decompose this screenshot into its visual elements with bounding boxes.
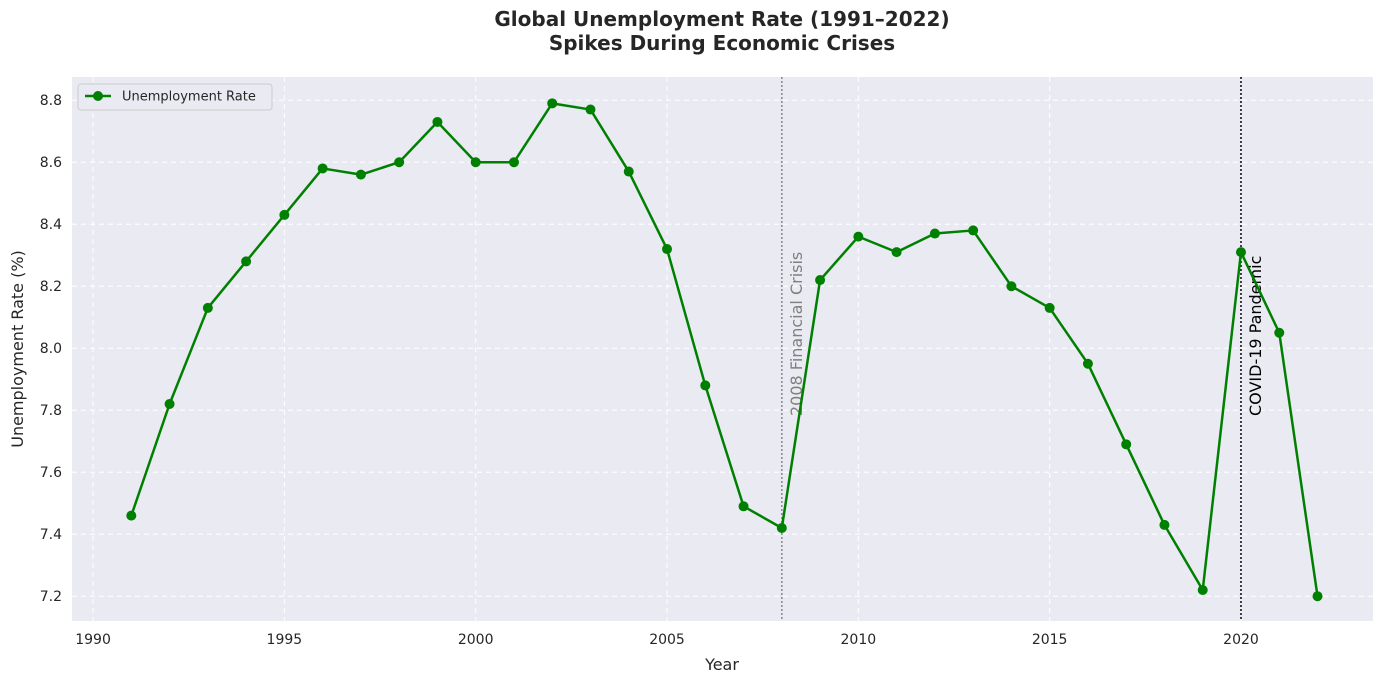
x-tick-label: 2015 <box>1032 632 1068 648</box>
data-point <box>776 523 787 534</box>
annotation-label: COVID-19 Pandemic <box>1246 256 1265 416</box>
chart-title: Global Unemployment Rate (1991–2022) <box>494 7 949 31</box>
y-axis-label: Unemployment Rate (%) <box>8 250 27 448</box>
data-point <box>1044 302 1055 313</box>
data-point <box>126 510 137 521</box>
data-point <box>1235 247 1246 258</box>
data-point <box>317 163 328 174</box>
data-point <box>279 209 290 220</box>
data-point <box>1197 585 1208 596</box>
data-point <box>585 104 596 115</box>
legend-entry: Unemployment Rate <box>122 90 256 105</box>
x-tick-label: 1995 <box>267 632 303 648</box>
chart-subtitle: Spikes During Economic Crises <box>549 31 895 55</box>
data-point <box>853 231 864 242</box>
plot-area <box>72 77 1373 621</box>
grid <box>72 77 1373 621</box>
data-point <box>1312 591 1323 602</box>
data-point <box>547 98 558 109</box>
data-point <box>1274 327 1285 338</box>
x-tick-label: 2005 <box>649 632 685 648</box>
tick-labels: 1990 1995 2000 2005 2010 2015 2020 7.2 7.4 7.6 7.8… <box>40 93 1259 648</box>
data-point <box>394 157 405 168</box>
y-tick-label: 8.2 <box>40 279 62 295</box>
legend-box <box>77 83 273 111</box>
y-tick-label: 7.4 <box>40 527 62 543</box>
annotation-label: 2008 Financial Crisis <box>787 252 806 416</box>
y-tick-label: 8.6 <box>40 155 62 171</box>
data-point <box>432 116 443 127</box>
data-point <box>968 225 979 236</box>
x-tick-label: 2000 <box>458 632 494 648</box>
y-tick-label: 8.8 <box>40 93 62 109</box>
legend-marker-swatch <box>93 91 103 101</box>
data-point <box>623 166 634 177</box>
data-point <box>241 256 252 267</box>
y-tick-label: 7.2 <box>40 589 62 605</box>
data-point <box>470 157 481 168</box>
data-point <box>700 380 711 391</box>
y-tick-label: 8.0 <box>40 341 62 357</box>
legend: Unemployment Rate <box>77 83 273 111</box>
data-point <box>1121 439 1132 450</box>
x-tick-label: 2010 <box>841 632 877 648</box>
x-axis-label: Year <box>704 655 739 674</box>
data-point <box>164 399 175 410</box>
data-point <box>1082 358 1093 369</box>
data-point <box>662 244 673 255</box>
data-point <box>355 169 366 180</box>
data-point <box>508 157 519 168</box>
data-point <box>738 501 749 512</box>
data-point <box>815 275 826 286</box>
series-line <box>130 102 1319 597</box>
y-tick-label: 7.8 <box>40 403 62 419</box>
x-tick-label: 2020 <box>1223 632 1259 648</box>
y-tick-label: 8.4 <box>40 217 62 233</box>
y-tick-label: 7.6 <box>40 465 62 481</box>
data-point <box>1006 281 1017 292</box>
data-point <box>202 302 213 313</box>
x-tick-label: 1990 <box>75 632 111 648</box>
data-point <box>929 228 940 239</box>
data-point <box>891 247 902 258</box>
series-layer <box>126 98 1323 602</box>
data-point <box>1159 519 1170 530</box>
